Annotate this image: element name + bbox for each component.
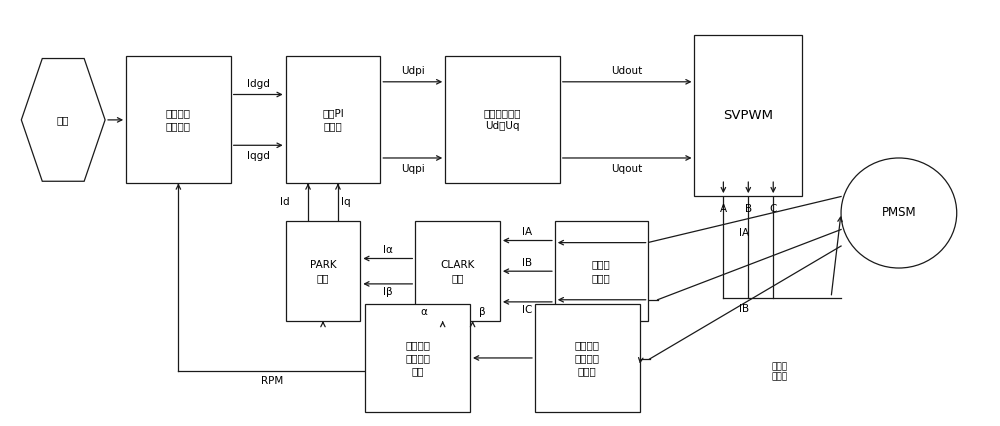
Text: 开始: 开始 — [57, 115, 69, 125]
Text: Iqgd: Iqgd — [247, 151, 270, 161]
FancyBboxPatch shape — [286, 222, 360, 321]
Text: B: B — [745, 204, 752, 214]
Text: 电压公式计算
Ud、Uq: 电压公式计算 Ud、Uq — [484, 108, 521, 132]
Text: RPM: RPM — [261, 376, 283, 386]
Text: β: β — [479, 308, 486, 317]
FancyBboxPatch shape — [694, 35, 802, 196]
Text: α: α — [421, 308, 428, 317]
Text: 电机标定
数据查询: 电机标定 数据查询 — [166, 108, 191, 132]
Text: PMSM: PMSM — [882, 207, 916, 219]
Text: IA: IA — [522, 227, 532, 237]
FancyBboxPatch shape — [535, 304, 640, 412]
Text: C: C — [770, 204, 777, 214]
FancyBboxPatch shape — [555, 222, 648, 321]
Text: Iα: Iα — [383, 245, 393, 255]
Text: CLARK
变换: CLARK 变换 — [440, 259, 475, 283]
Text: PARK
变换: PARK 变换 — [310, 259, 336, 283]
Text: IC: IC — [522, 305, 533, 315]
Polygon shape — [21, 58, 105, 181]
FancyBboxPatch shape — [365, 304, 470, 412]
Text: 电机转速
及电角度
计算: 电机转速 及电角度 计算 — [405, 340, 430, 376]
Ellipse shape — [841, 158, 957, 268]
Text: 电流采
样计算: 电流采 样计算 — [592, 259, 611, 283]
FancyBboxPatch shape — [415, 222, 500, 321]
Text: IB: IB — [522, 258, 532, 268]
Text: Idgd: Idgd — [247, 79, 270, 89]
Text: IA: IA — [739, 228, 749, 238]
Text: SVPWM: SVPWM — [723, 109, 773, 122]
Text: Udout: Udout — [612, 66, 643, 76]
Text: Uqout: Uqout — [612, 164, 643, 173]
FancyBboxPatch shape — [286, 56, 380, 183]
FancyBboxPatch shape — [126, 56, 231, 183]
FancyBboxPatch shape — [445, 56, 560, 183]
Text: Id: Id — [280, 197, 290, 207]
Text: IB: IB — [739, 304, 749, 314]
Text: Uqpi: Uqpi — [401, 164, 425, 173]
Text: 电流PI
调节器: 电流PI 调节器 — [322, 108, 344, 132]
Text: Iq: Iq — [341, 197, 351, 207]
Text: 旋转变压
器转速信
号采集: 旋转变压 器转速信 号采集 — [575, 340, 600, 376]
Text: A: A — [720, 204, 727, 214]
Text: 转速模
拟信号: 转速模 拟信号 — [771, 362, 787, 381]
Text: Iβ: Iβ — [383, 288, 393, 297]
Text: Udpi: Udpi — [401, 66, 425, 76]
